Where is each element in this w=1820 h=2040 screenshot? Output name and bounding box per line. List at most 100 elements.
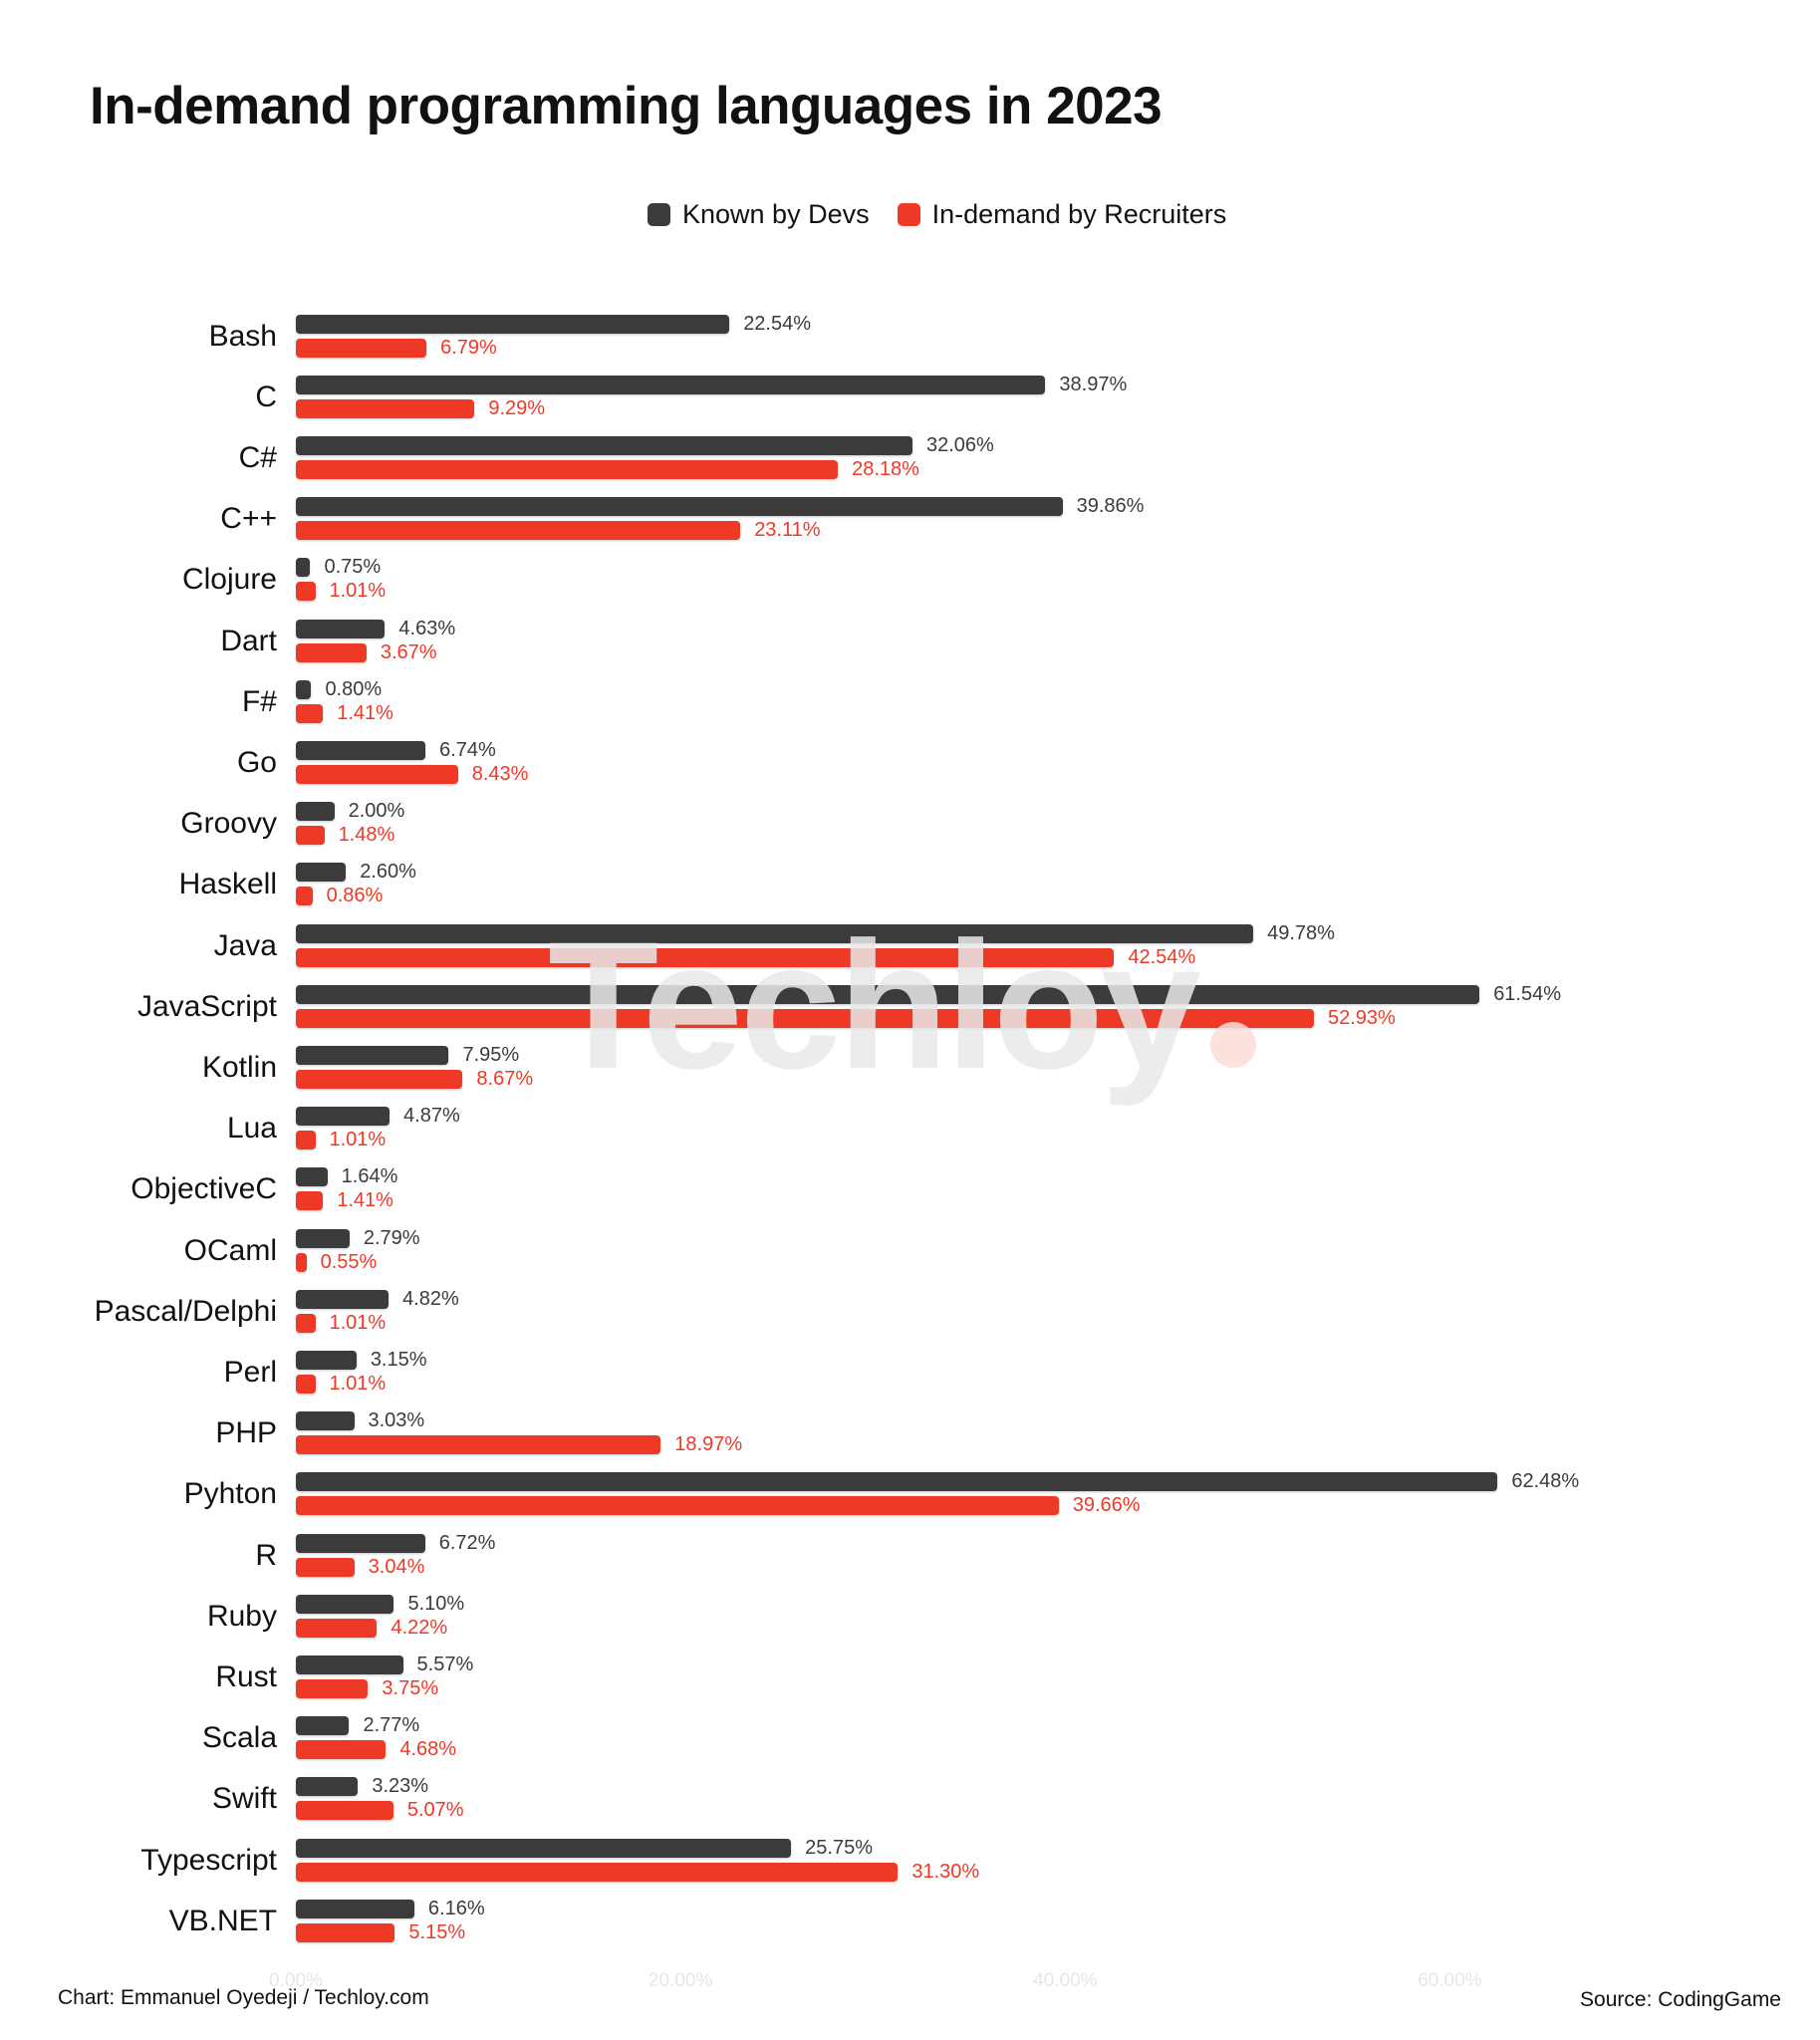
bar-group: Kotlin 7.95% 8.67% — [0, 1043, 1820, 1090]
devs-bar-line: 25.75% — [296, 1836, 1546, 1859]
recruiters-bar — [296, 1374, 316, 1394]
recruiters-bar — [296, 1618, 378, 1638]
category-label: Typescript — [140, 1843, 277, 1877]
recruiters-bar — [296, 1008, 1314, 1028]
devs-value-label: 32.06% — [926, 433, 994, 456]
devs-value-label: 61.54% — [1493, 982, 1562, 1005]
category-label: Swift — [211, 1782, 277, 1816]
recruiters-bar-line: 4.22% — [296, 1617, 1546, 1639]
recruiters-value-label: 31.30% — [911, 1860, 980, 1883]
category-label: VB.NET — [168, 1904, 277, 1937]
recruiters-bar — [296, 764, 458, 784]
bar-group: VB.NET 6.16% 5.15% — [0, 1898, 1820, 1943]
devs-value-label: 0.80% — [325, 677, 383, 700]
recruiters-bar-line: 42.54% — [296, 946, 1546, 968]
bar-group: ObjectiveC 1.64% 1.41% — [0, 1165, 1820, 1212]
recruiters-value-label: 4.68% — [399, 1738, 457, 1761]
devs-bar — [296, 314, 730, 334]
bar-group: Java 49.78% 42.54% — [0, 921, 1820, 968]
recruiters-bar — [296, 1801, 393, 1821]
bar-pair: 32.06% 28.18% — [296, 433, 1546, 480]
recruiters-bar-line: 8.67% — [296, 1068, 1546, 1090]
category-label: ObjectiveC — [130, 1172, 277, 1206]
bar-group: Go 6.74% 8.43% — [0, 739, 1820, 785]
devs-value-label: 4.87% — [403, 1105, 460, 1128]
recruiters-value-label: 5.15% — [408, 1920, 466, 1943]
devs-bar — [296, 1716, 350, 1736]
devs-value-label: 62.48% — [1511, 1470, 1580, 1493]
footer-source: Source: CodingGame — [1580, 1988, 1781, 2011]
devs-bar-line: 2.79% — [296, 1226, 1546, 1249]
recruiters-bar-line: 4.68% — [296, 1738, 1546, 1761]
recruiters-value-label: 39.66% — [1072, 1494, 1141, 1517]
devs-bar — [296, 802, 335, 822]
recruiters-bar-line: 3.04% — [296, 1556, 1546, 1578]
bar-pair: 0.80% 1.41% — [296, 677, 1546, 724]
recruiters-bar — [296, 1922, 395, 1942]
recruiters-value-label: 3.67% — [380, 640, 437, 663]
recruiters-value-label: 23.11% — [754, 519, 821, 542]
recruiters-bar-line: 3.75% — [296, 1677, 1546, 1699]
devs-bar — [296, 863, 347, 883]
devs-value-label: 4.63% — [398, 617, 456, 639]
bar-group: Bash 22.54% 6.79% — [0, 313, 1820, 359]
x-tick-label: 60.00% — [1418, 1970, 1482, 1991]
bar-group: Groovy 2.00% 1.48% — [0, 800, 1820, 847]
bar-pair: 0.75% 1.01% — [296, 556, 1546, 603]
recruiters-value-label: 1.48% — [338, 824, 395, 847]
devs-bar — [296, 1533, 425, 1553]
devs-bar — [296, 1472, 1498, 1492]
bar-pair: 6.74% 8.43% — [296, 739, 1546, 785]
recruiters-value-label: 8.43% — [471, 762, 529, 785]
category-label: Dart — [220, 624, 277, 657]
bar-group: OCaml 2.79% 0.55% — [0, 1226, 1820, 1273]
recruiters-value-label: 1.01% — [329, 1372, 387, 1395]
category-label: Clojure — [181, 563, 277, 597]
recruiters-bar-line: 1.41% — [296, 1189, 1546, 1211]
recruiters-bar-line: 1.01% — [296, 1312, 1546, 1334]
recruiters-value-label: 28.18% — [852, 457, 919, 480]
recruiters-bar — [296, 1557, 355, 1577]
bar-group: Rust 5.57% 3.75% — [0, 1653, 1820, 1699]
bar-group: R 6.72% 3.04% — [0, 1532, 1820, 1578]
legend: Known by Devs In-demand by Recruiters — [648, 199, 1226, 230]
recruiters-bar — [296, 703, 324, 723]
devs-bar-line: 0.75% — [296, 556, 1546, 578]
devs-value-label: 5.57% — [416, 1653, 474, 1675]
devs-bar — [296, 1045, 449, 1065]
devs-bar-line: 3.15% — [296, 1349, 1546, 1371]
bar-pair: 1.64% 1.41% — [296, 1165, 1546, 1212]
recruiters-bar-line: 31.30% — [296, 1860, 1546, 1883]
devs-value-label: 3.03% — [368, 1409, 425, 1432]
devs-value-label: 25.75% — [805, 1836, 874, 1859]
category-label: Java — [213, 928, 277, 962]
category-label: C++ — [220, 502, 277, 536]
bar-pair: 5.10% 4.22% — [296, 1593, 1546, 1639]
bar-pair: 4.82% 1.01% — [296, 1288, 1546, 1334]
recruiters-bar-line: 28.18% — [296, 457, 1546, 480]
recruiters-value-label: 52.93% — [1327, 1006, 1396, 1029]
recruiters-bar — [296, 887, 313, 906]
bar-pair: 4.87% 1.01% — [296, 1105, 1546, 1151]
devs-bar-line: 2.77% — [296, 1714, 1546, 1736]
recruiters-bar-line: 5.15% — [296, 1920, 1546, 1943]
devs-value-label: 38.97% — [1059, 373, 1128, 395]
bar-group: Lua 4.87% 1.01% — [0, 1105, 1820, 1151]
devs-value-label: 2.79% — [363, 1226, 420, 1249]
devs-bar-line: 0.80% — [296, 677, 1546, 700]
bar-pair: 3.15% 1.01% — [296, 1349, 1546, 1395]
recruiters-bar-line: 6.79% — [296, 337, 1546, 359]
x-tick-label: 40.00% — [1033, 1970, 1098, 1991]
recruiters-bar-line: 39.66% — [296, 1494, 1546, 1517]
devs-bar-line: 3.03% — [296, 1409, 1546, 1432]
recruiters-bar — [296, 1740, 387, 1760]
devs-value-label: 1.64% — [341, 1165, 398, 1188]
recruiters-bar — [296, 1862, 899, 1882]
recruiters-value-label: 9.29% — [488, 396, 546, 419]
recruiters-bar — [296, 1496, 1059, 1516]
bar-group: JavaScript 61.54% 52.93% — [0, 982, 1820, 1029]
devs-value-label: 49.78% — [1267, 921, 1335, 944]
devs-bar-line: 6.16% — [296, 1898, 1546, 1919]
devs-value-label: 7.95% — [462, 1043, 520, 1066]
recruiters-bar-line: 1.41% — [296, 702, 1546, 724]
